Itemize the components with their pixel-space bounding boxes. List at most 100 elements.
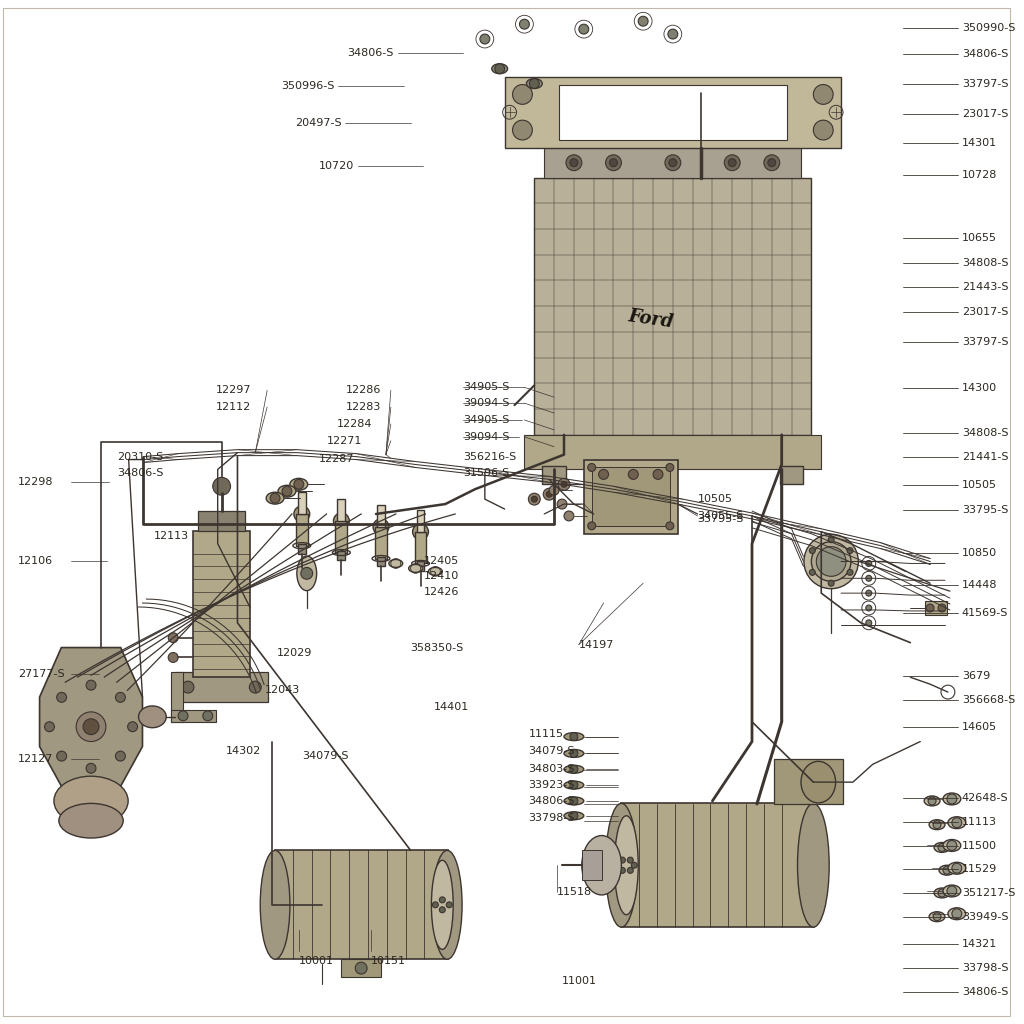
Text: 33797-S: 33797-S [962,337,1009,347]
Text: 14605: 14605 [962,722,997,732]
Text: 12127: 12127 [17,755,53,764]
Circle shape [666,522,674,529]
Text: 14301: 14301 [962,138,997,148]
Text: 39094-S: 39094-S [463,432,510,441]
Circle shape [529,79,540,88]
Circle shape [629,469,638,479]
Ellipse shape [582,836,622,895]
Bar [582,850,602,880]
Text: 33798-S: 33798-S [962,963,1009,973]
Text: 12297: 12297 [216,385,251,395]
Text: 351217-S: 351217-S [962,888,1015,898]
Circle shape [86,680,96,690]
Circle shape [56,692,67,702]
Text: 12043: 12043 [265,685,300,695]
Polygon shape [40,647,142,786]
Circle shape [938,604,946,612]
Ellipse shape [564,732,584,740]
Ellipse shape [943,793,961,805]
Bar [341,959,381,977]
Bar [275,850,449,959]
Ellipse shape [373,519,389,535]
Text: 33795-S: 33795-S [697,514,744,524]
Text: 12284: 12284 [337,419,372,429]
Text: 33798-S: 33798-S [528,813,574,822]
Ellipse shape [943,840,961,851]
Text: 350990-S: 350990-S [962,23,1015,33]
Ellipse shape [389,559,402,567]
Text: 10505: 10505 [962,479,996,489]
Bar [415,531,426,563]
Text: 358350-S: 358350-S [411,642,464,652]
Ellipse shape [564,765,584,773]
Ellipse shape [605,804,637,927]
Circle shape [528,494,541,505]
Ellipse shape [929,911,945,922]
Circle shape [866,590,871,596]
Circle shape [282,486,292,497]
Text: 21443-S: 21443-S [962,282,1009,292]
Text: 34808-S: 34808-S [962,258,1009,267]
Text: 33795-S: 33795-S [962,505,1009,515]
Bar [175,673,268,702]
Circle shape [847,548,853,554]
Text: 10505: 10505 [697,495,732,504]
Circle shape [933,912,941,921]
Circle shape [620,857,626,863]
Circle shape [294,479,304,489]
Text: 12029: 12029 [278,647,312,657]
Circle shape [570,159,578,167]
Circle shape [866,560,871,566]
Text: 14300: 14300 [962,383,997,393]
Text: 3679: 3679 [962,671,990,681]
Circle shape [947,794,956,804]
Bar [524,435,821,469]
Circle shape [549,485,559,496]
Circle shape [44,722,54,732]
Bar [417,561,425,571]
Circle shape [566,155,582,171]
Bar [336,521,347,553]
Bar [774,760,843,804]
Circle shape [631,862,637,868]
Ellipse shape [925,796,940,806]
Circle shape [938,844,946,851]
Ellipse shape [804,535,858,589]
Ellipse shape [801,762,836,803]
Text: 10850: 10850 [962,548,997,557]
Text: 356216-S: 356216-S [463,452,516,462]
Circle shape [546,492,552,498]
Text: 12287: 12287 [318,454,354,464]
Text: 12112: 12112 [216,402,251,412]
Ellipse shape [934,888,950,898]
Bar [198,511,246,530]
Circle shape [628,867,633,873]
Circle shape [728,159,736,167]
Circle shape [952,908,962,919]
Circle shape [570,797,578,805]
Circle shape [938,889,946,897]
Circle shape [168,633,178,643]
Ellipse shape [526,79,543,88]
Text: 12405: 12405 [424,556,459,566]
Ellipse shape [798,804,829,927]
Ellipse shape [811,542,851,582]
Circle shape [866,575,871,582]
Text: 34079-S: 34079-S [528,746,574,757]
Text: 34079-S: 34079-S [302,752,348,762]
Circle shape [531,497,538,502]
Text: 10728: 10728 [962,170,997,179]
Text: 34806-S: 34806-S [962,987,1009,997]
Bar [171,710,216,722]
Circle shape [615,862,622,868]
Ellipse shape [564,781,584,790]
Text: 34055-S: 34055-S [697,511,743,521]
Ellipse shape [564,750,584,758]
Text: 34806-S: 34806-S [117,468,163,478]
Circle shape [813,120,834,140]
Circle shape [203,711,213,721]
Circle shape [579,25,589,34]
Circle shape [947,886,956,896]
Circle shape [638,16,648,27]
Circle shape [653,469,663,479]
